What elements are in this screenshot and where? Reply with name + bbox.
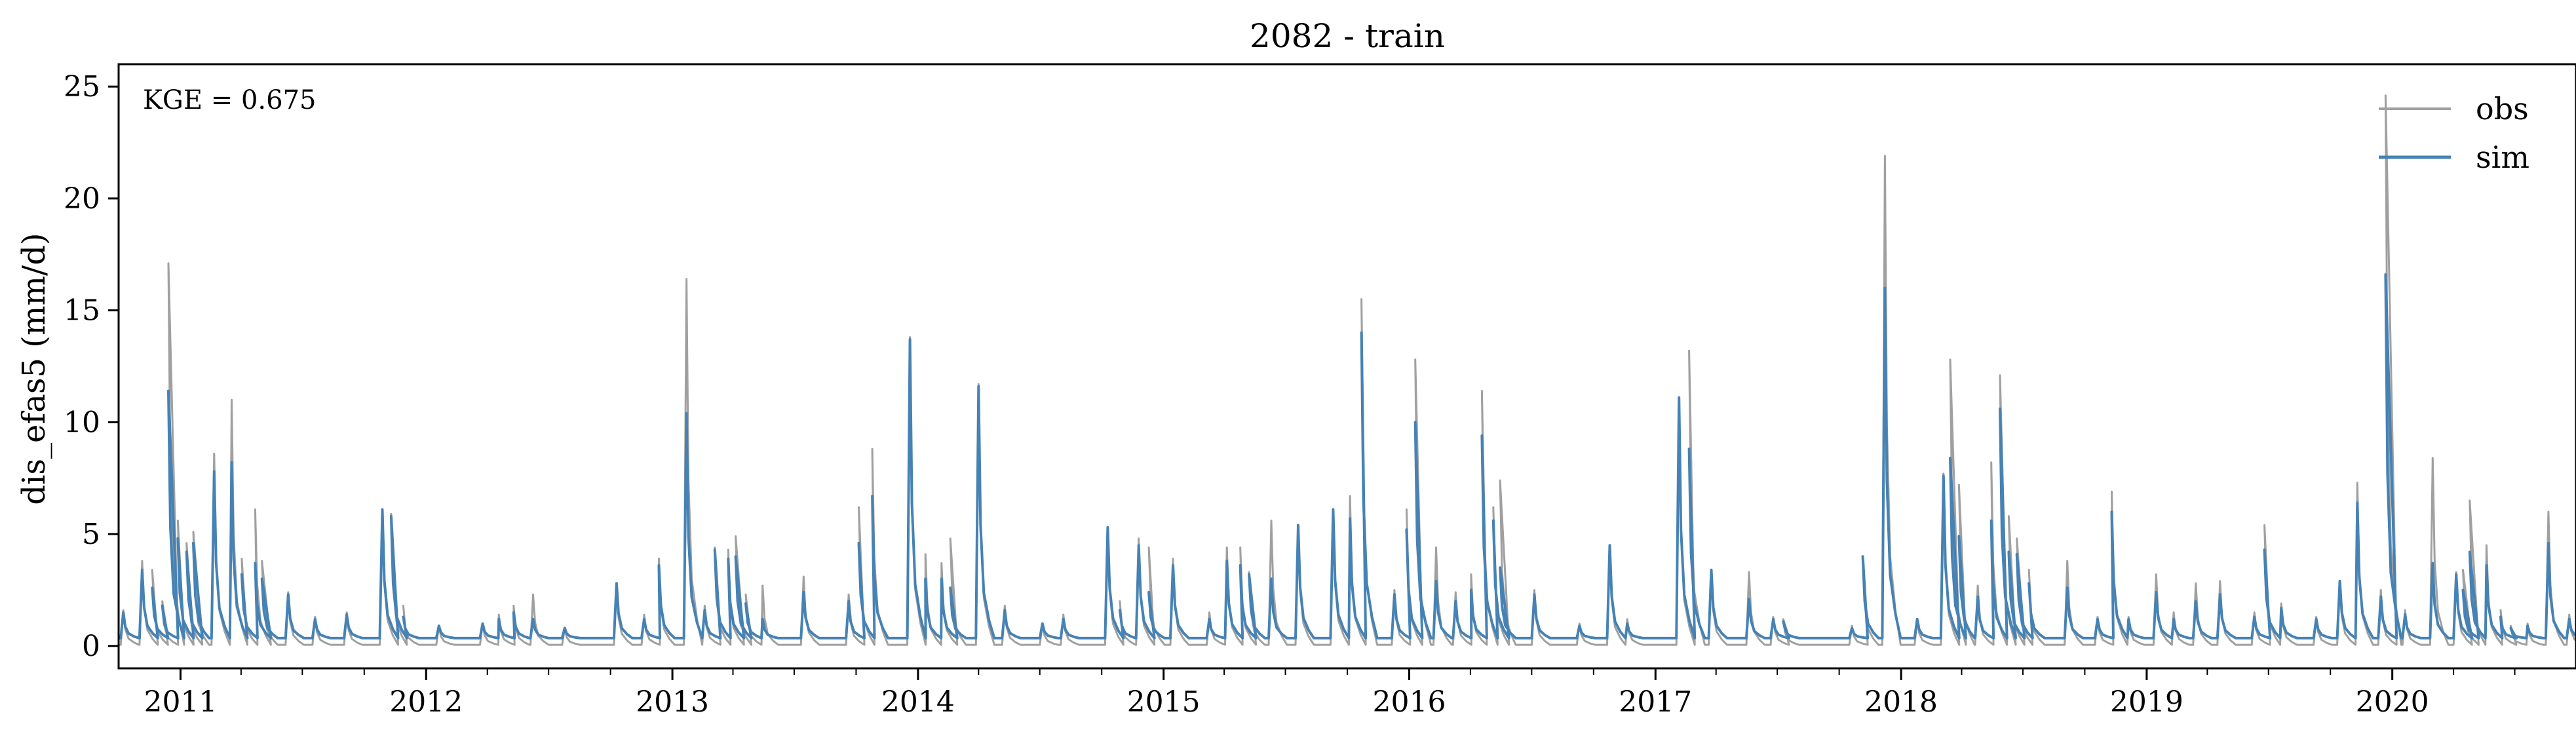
x-tick-label: 2020 xyxy=(2356,685,2429,719)
plot-frame xyxy=(117,63,2576,670)
x-tick-label: 2014 xyxy=(881,685,955,719)
y-tick-label: 15 xyxy=(64,294,100,328)
y-tick-label: 5 xyxy=(82,518,100,551)
chart-title: 2082 - train xyxy=(1250,17,1445,55)
y-tick-label: 20 xyxy=(64,182,100,216)
series-line-obs xyxy=(119,94,2576,646)
x-tick-label: 2012 xyxy=(389,685,463,719)
x-axis-ticks: 2011 2012 2013 2014 2015 2016 2017 2018 2019 2020 xyxy=(144,668,2516,719)
x-tick-label: 2013 xyxy=(636,685,709,719)
x-tick-label: 2015 xyxy=(1127,685,1201,719)
y-tick-label: 0 xyxy=(82,630,100,663)
legend-sim-label: sim xyxy=(2476,140,2529,175)
y-axis-ticks: 0 5 10 15 20 25 xyxy=(64,70,119,663)
x-tick-label: 2019 xyxy=(2110,685,2183,719)
x-tick-label: 2017 xyxy=(1619,685,1692,719)
x-tick-label: 2018 xyxy=(1864,685,1938,719)
legend: obs sim xyxy=(2379,91,2529,175)
y-tick-label: 10 xyxy=(64,406,100,439)
x-tick-label: 2016 xyxy=(1372,685,1446,719)
y-axis-label: dis_efas5 (mm/d) xyxy=(16,233,52,505)
series-line-sim xyxy=(119,273,2576,640)
y-tick-label: 25 xyxy=(64,70,100,104)
legend-obs-label: obs xyxy=(2476,91,2529,126)
x-tick-label: 2011 xyxy=(144,685,217,719)
kge-annotation: KGE = 0.675 xyxy=(143,85,317,115)
series-layer xyxy=(119,94,2576,646)
